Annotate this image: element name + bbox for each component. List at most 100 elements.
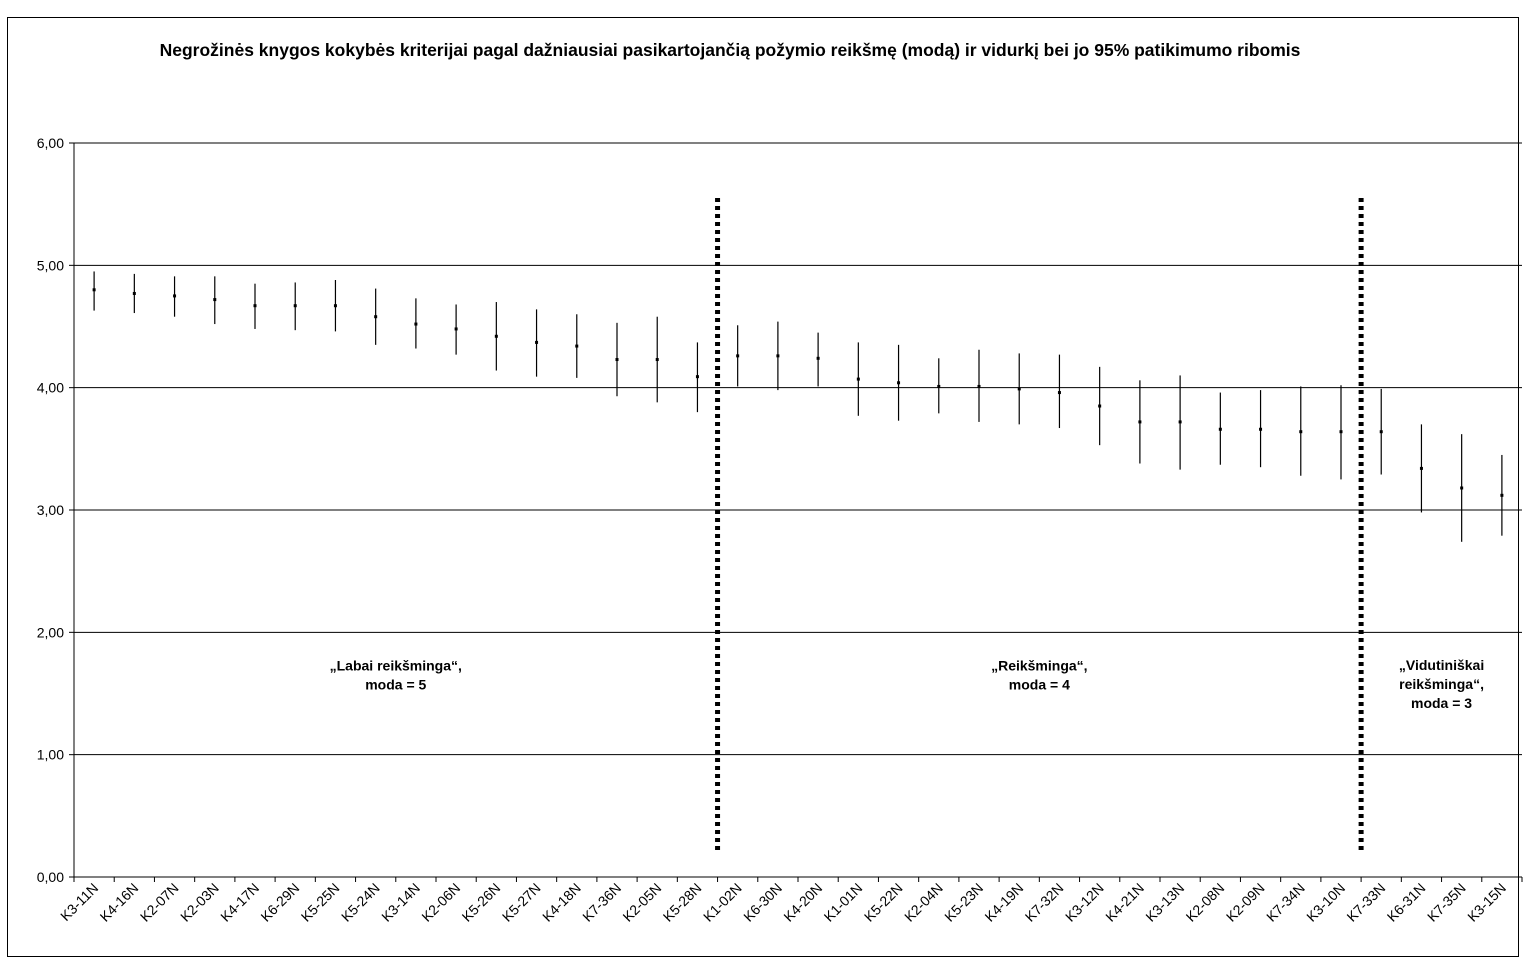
mean-point [655,358,659,362]
x-tick-label: K5-23N [941,880,986,925]
y-tick-label: 5,00 [37,257,64,273]
x-tick-label: K4-18N [539,880,584,925]
mean-point [1178,420,1182,424]
mean-point [1339,430,1343,434]
group-label: „Labai reikšminga“, moda = 5 [330,658,462,693]
x-tick-label: K6-29N [257,880,302,925]
y-tick-labels: 0,00 1,00 2,00 3,00 4,00 5,00 6,00 [37,135,64,885]
group-label-line: „Labai reikšminga“, [330,658,462,674]
y-tick-label: 6,00 [37,135,64,151]
chart-title: Negrožinės knygos kokybės kriterijai pag… [159,40,1301,60]
x-tick-label: K2-07N [137,880,182,925]
x-tick-label: K3-11N [57,880,101,924]
mean-points [92,288,1504,497]
x-tick-label: K6-31N [1384,880,1429,925]
mean-point [454,327,458,331]
x-tick-label: K4-19N [981,880,1026,925]
x-tick-label: K3-15N [1464,880,1509,925]
y-tick-label: 4,00 [37,380,64,396]
mean-point [1299,430,1303,434]
mean-point [575,344,579,348]
mean-point [1500,493,1504,497]
mean-point [92,288,96,292]
group-separators [715,198,1364,853]
group-labels: „Labai reikšminga“, moda = 5 „Reikšminga“,… [330,657,1485,711]
mean-point [937,384,941,388]
mean-point [132,291,136,295]
mean-point [736,354,740,358]
x-tick-label: K5-27N [499,880,544,925]
mean-point [1098,404,1102,408]
x-tick-label: K2-08N [1183,880,1228,925]
group-label-line: „Reikšminga“, [991,658,1087,674]
x-tick-label: K1-02N [700,880,745,925]
x-tick-label: K7-35N [1424,880,1469,925]
mean-point [173,294,177,298]
x-tick-label: K2-09N [1223,880,1268,925]
y-tick-label: 2,00 [37,624,64,640]
mean-point [695,375,699,379]
mean-point [213,298,217,302]
y-tick-label: 1,00 [37,747,64,763]
x-tick-label: K3-12N [1062,880,1107,925]
mean-point [293,304,297,308]
group-label-line: moda = 5 [365,677,426,693]
mean-point [1419,466,1423,470]
x-tick-label: K7-33N [1343,880,1388,925]
x-tick-label: K3-13N [1142,880,1187,925]
mean-point [535,340,539,344]
group-label-line: reikšminga“, [1399,676,1484,692]
x-tick-label: K4-20N [780,880,825,925]
x-tick-label: K5-28N [660,880,705,925]
mean-point [1138,420,1142,424]
x-tick-label: K7-34N [1263,880,1308,925]
x-tick-label: K4-17N [217,880,262,925]
error-bars [93,271,1503,542]
group-label-line: moda = 4 [1009,677,1070,693]
x-tick-label: K3-10N [1303,880,1348,925]
x-tick-label: K6-30N [740,880,785,925]
mean-point [856,377,860,381]
axes [69,142,1523,882]
mean-point [414,322,418,326]
mean-point [897,381,901,385]
mean-point [1259,427,1263,431]
x-tick-label: K5-26N [459,880,504,925]
mean-point [1460,486,1464,490]
x-tick-label: K2-05N [619,880,664,925]
mean-point [333,304,337,308]
x-tick-label: K5-24N [338,880,383,925]
x-tick-label: K2-03N [177,880,222,925]
y-tick-label: 0,00 [37,869,64,885]
y-tick-label: 3,00 [37,502,64,518]
mean-point [494,334,498,338]
mean-point [1017,387,1021,391]
x-tick-label: K4-21N [1102,880,1147,925]
mean-point [977,384,981,388]
x-tick-label: K2-06N [418,880,463,925]
group-label: „Vidutiniškai reikšminga“, moda = 3 [1399,657,1484,711]
group-label-line: „Vidutiniškai [1399,657,1484,673]
group-label: „Reikšminga“, moda = 4 [991,658,1087,693]
mean-point [1218,427,1222,431]
mean-point [1379,430,1383,434]
mean-point [374,315,378,319]
x-tick-label: K4-16N [97,880,142,925]
x-tick-label: K2-04N [901,880,946,925]
x-tick-label: K5-25N [298,880,343,925]
x-tick-labels: K3-11NK4-16NK2-07NK2-03NK4-17NK6-29NK5-2… [57,880,1509,925]
mean-point [615,358,619,362]
mean-point [816,356,820,360]
chart-frame [7,17,1519,957]
mean-point [1057,391,1061,395]
mean-point [776,354,780,358]
x-tick-label: K7-36N [579,880,624,925]
x-tick-label: K5-22N [861,880,906,925]
x-tick-label: K3-14N [378,880,423,925]
x-tick-label: K7-32N [1022,880,1067,925]
group-label-line: moda = 3 [1411,695,1472,711]
gridlines [74,142,1522,756]
x-tick-label: K1-01N [821,880,866,925]
mean-point [253,304,257,308]
